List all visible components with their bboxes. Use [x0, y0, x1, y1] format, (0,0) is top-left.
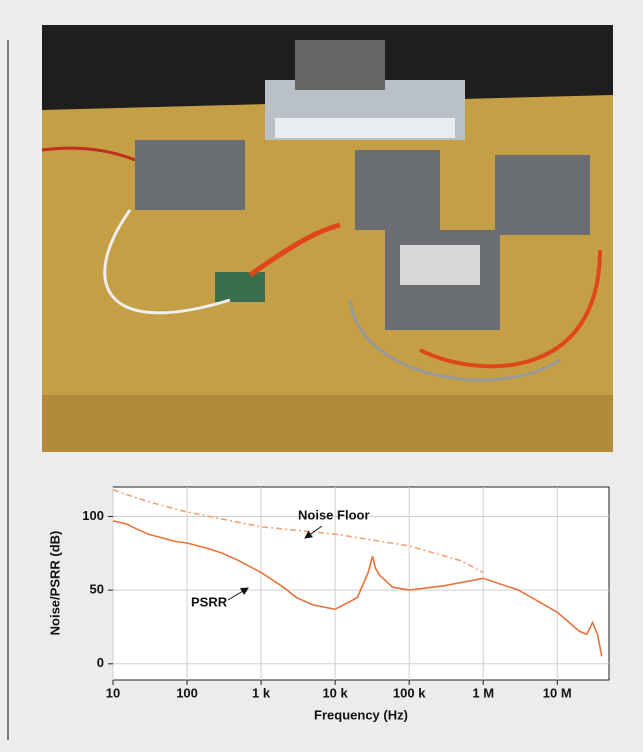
plot-area: [112, 486, 610, 681]
photo: [41, 25, 613, 452]
y-tick-label: 100: [82, 508, 104, 523]
x-tick-label: 100 k: [393, 685, 426, 700]
x-tick-label: 1 M: [472, 685, 494, 700]
x-tick-label: 10 k: [322, 685, 348, 700]
callout-arrow: [304, 525, 323, 539]
y-tick-label: 50: [90, 582, 104, 597]
callout-arrow: [227, 587, 249, 601]
y-axis-title: Noise/PSRR (dB): [47, 531, 62, 636]
x-axis-title: Frequency (Hz): [314, 707, 408, 722]
y-tick-label: 0: [97, 655, 104, 670]
x-tick-label: 10 M: [543, 685, 572, 700]
x-tick-label: 10: [106, 685, 120, 700]
series-label: Noise Floor: [298, 507, 370, 522]
series-line: [112, 489, 484, 574]
series-line: [112, 520, 603, 657]
x-tick-label: 1 k: [252, 685, 271, 700]
series-label: PSRR: [191, 594, 228, 609]
x-tick-label: 100: [176, 685, 198, 700]
